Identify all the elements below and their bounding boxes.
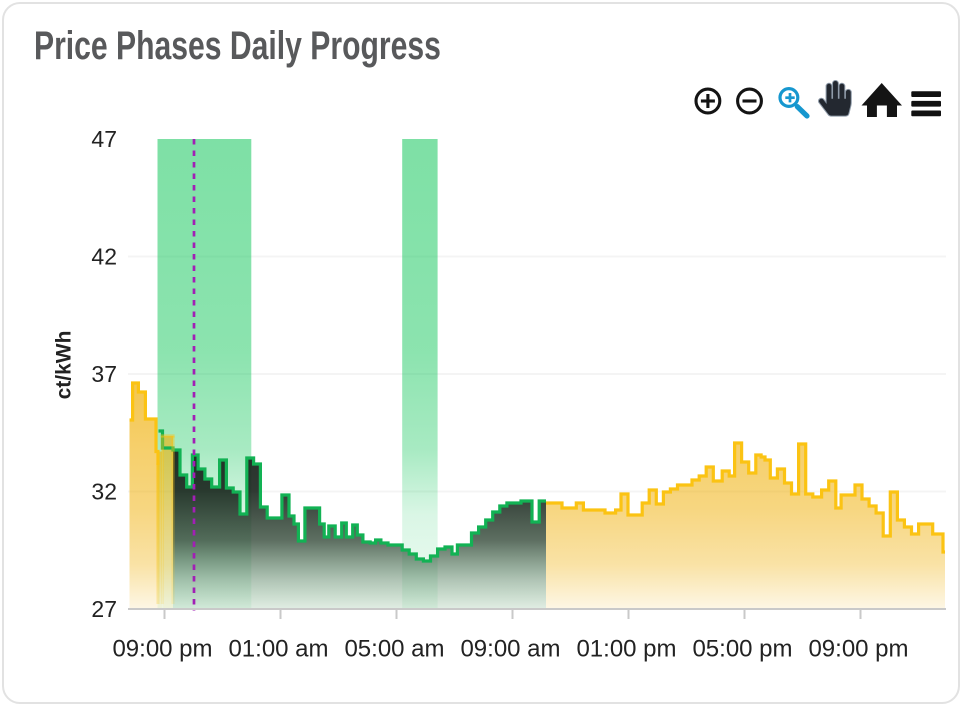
svg-text:09:00 am: 09:00 am xyxy=(460,635,560,662)
svg-text:ct/kWh: ct/kWh xyxy=(53,331,76,400)
svg-text:01:00 am: 01:00 am xyxy=(228,635,328,662)
svg-text:09:00 pm: 09:00 pm xyxy=(808,635,908,662)
svg-text:47: 47 xyxy=(91,126,117,152)
svg-text:05:00 pm: 05:00 pm xyxy=(692,635,792,662)
svg-text:37: 37 xyxy=(91,361,117,387)
svg-text:27: 27 xyxy=(91,596,117,622)
svg-text:01:00 pm: 01:00 pm xyxy=(576,635,676,662)
svg-text:05:00 am: 05:00 am xyxy=(344,635,444,662)
svg-text:09:00 pm: 09:00 pm xyxy=(112,635,212,662)
svg-text:32: 32 xyxy=(91,479,117,505)
svg-text:42: 42 xyxy=(91,244,117,270)
